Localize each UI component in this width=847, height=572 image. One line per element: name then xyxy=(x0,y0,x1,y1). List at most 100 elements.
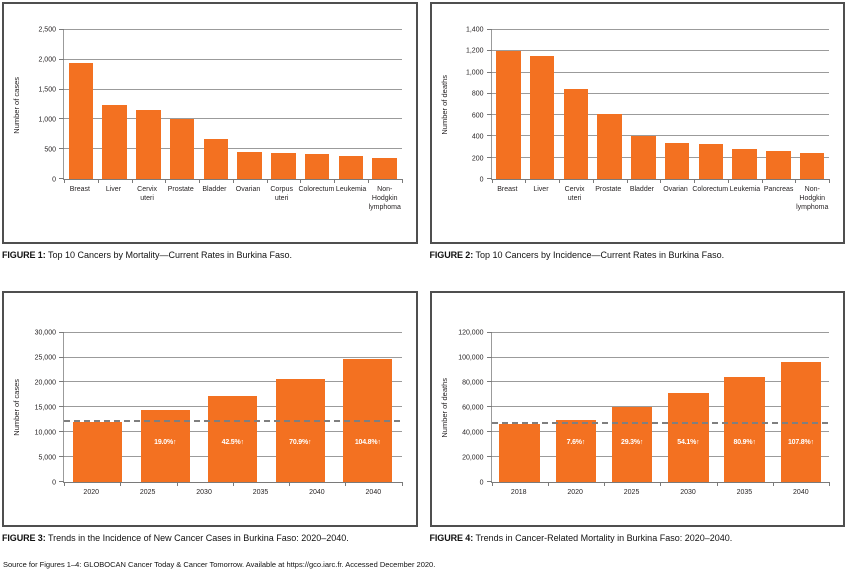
y-axis-title-wrap: Number of deaths xyxy=(438,333,451,483)
x-tick-label: Corpus uteri xyxy=(270,186,293,203)
bar xyxy=(631,136,656,179)
x-tick-label: Ovarian xyxy=(235,186,261,193)
bar-slot: 107.8%↑ xyxy=(773,333,829,482)
y-axis-tick-mark xyxy=(486,114,492,116)
y-tick-label: 2,500 xyxy=(38,26,56,34)
x-tick-label: 2030 xyxy=(196,488,212,496)
bar-slot: 19.0%↑ xyxy=(132,333,200,482)
bars xyxy=(64,30,402,179)
figure-1-panel: Number of cases 0 500 1,000 1,500 2,000 2,500 B… xyxy=(2,2,418,244)
y-tick-label: 400 xyxy=(471,133,484,141)
bar-slot: 80.9%↑ xyxy=(717,333,773,482)
y-axis-ticks: 0 200 400 600 800 1,000 1,200 1,400 xyxy=(451,26,491,184)
gridline xyxy=(491,406,829,408)
y-axis-tick-mark xyxy=(59,356,64,358)
x-tick-label: 2020 xyxy=(567,488,583,496)
gridline xyxy=(64,88,402,90)
bar-slot xyxy=(334,30,368,179)
y-axis-title-wrap: Number of cases xyxy=(10,30,23,180)
y-tick-label: 15,000 xyxy=(34,404,56,412)
bar: 107.8%↑ xyxy=(780,361,822,482)
gridline xyxy=(491,156,829,158)
figure-4: Number of deaths 0 20,000 40,000 60,000 80,00… xyxy=(429,290,845,544)
x-axis-tick-mark xyxy=(232,481,234,486)
gridline xyxy=(491,135,829,137)
gridline xyxy=(64,381,402,383)
y-axis-tick-mark xyxy=(486,480,492,482)
bar xyxy=(372,158,397,179)
x-axis-tick-mark xyxy=(289,481,290,486)
figure-caption-label: FIGURE 3: xyxy=(2,532,46,543)
y-tick-label: 1,400 xyxy=(465,26,484,34)
x-tick-label: Bladder xyxy=(629,186,654,193)
x-axis-tick-mark xyxy=(604,481,605,486)
gridline xyxy=(491,381,829,383)
baseline-dashed-line xyxy=(64,419,402,422)
figure-4-panel: Number of deaths 0 20,000 40,000 60,000 80,00… xyxy=(429,290,845,527)
y-tick-label: 2,000 xyxy=(38,56,56,64)
percent-change-label: 80.9%↑ xyxy=(733,438,756,446)
bar-slot xyxy=(267,30,301,179)
figure-2-chart: Number of deaths 0 200 400 600 800 1,000 1,200 1… xyxy=(438,26,830,212)
y-axis-ticks: 0 500 1,000 1,500 2,000 2,500 xyxy=(23,26,63,184)
gridline xyxy=(64,331,402,333)
bar xyxy=(68,62,94,179)
bar-slot xyxy=(762,30,796,179)
percent-change-label: 70.9%↑ xyxy=(289,438,312,446)
y-axis-tick-mark xyxy=(59,118,64,120)
x-axis-tick-mark xyxy=(795,179,797,183)
y-axis-tick-mark xyxy=(59,88,64,90)
bar-slot xyxy=(559,30,593,179)
y-tick-label: 25,000 xyxy=(34,354,56,362)
y-axis-tick-mark xyxy=(486,178,492,179)
bar-slot xyxy=(525,30,559,179)
x-axis-tick-mark xyxy=(592,179,594,183)
y-axis-ticks: 0 20,000 40,000 60,000 80,000 100,000 120,000 xyxy=(451,329,491,487)
bar xyxy=(102,104,127,179)
x-tick-label: Leukemia xyxy=(335,186,367,193)
x-tick-label: Prostate xyxy=(595,186,622,193)
bar-slot: 104.8%↑ xyxy=(334,333,402,482)
x-tick-label: Prostate xyxy=(167,186,194,193)
bar-slot xyxy=(98,30,132,179)
gridline xyxy=(64,356,402,358)
bars: 7.6%↑ 29.3%↑ 54.1%↑ 80.9%↑ 107.8%↑ xyxy=(492,333,830,482)
y-tick-label: 0 xyxy=(479,479,484,487)
x-tick-label: Leukemia xyxy=(729,186,761,193)
x-tick-label: Colorectum xyxy=(692,186,729,193)
x-axis-tick-mark xyxy=(694,179,695,183)
bar-slot xyxy=(64,30,98,179)
baseline-dashed-line xyxy=(491,422,829,425)
x-tick-label: Breast xyxy=(69,186,90,193)
bar xyxy=(237,152,262,179)
bar-slot xyxy=(368,30,402,179)
gridline xyxy=(491,356,829,358)
bar-slot xyxy=(492,30,526,179)
x-tick-label: Liver xyxy=(533,186,549,193)
y-axis-tick-mark xyxy=(59,58,64,60)
bar-slot: 29.3%↑ xyxy=(604,333,660,482)
bar-slot xyxy=(795,30,829,179)
figure-3-chart: Number of cases 0 5,000 10,000 15,000 20,000 2… xyxy=(10,329,403,497)
x-axis-tick-mark xyxy=(761,179,763,183)
x-axis-tick-mark xyxy=(165,179,167,183)
y-axis-tick-mark xyxy=(486,50,492,52)
y-axis-tick-mark xyxy=(486,356,492,358)
plot-area: 19.0%↑ 42.5%↑ 70.9%↑ 104.8%↑ xyxy=(59,331,403,486)
gridline xyxy=(64,29,402,30)
y-tick-label: 1,200 xyxy=(465,47,484,55)
figure-2-caption: FIGURE 2: Top 10 Cancers by Incidence—Cu… xyxy=(430,250,846,261)
x-tick-label: Ovarian xyxy=(663,186,688,193)
bar: 42.5%↑ xyxy=(208,395,258,482)
y-tick-label: 800 xyxy=(471,90,484,98)
x-axis-tick-mark xyxy=(547,481,549,486)
figure-caption-text: Trends in the Incidence of New Cancer Ca… xyxy=(47,532,349,543)
bar xyxy=(338,156,364,179)
y-tick-label: 1,000 xyxy=(38,116,56,124)
y-axis-tick-mark xyxy=(59,431,64,433)
figure-caption-text: Top 10 Cancers by Incidence—Current Rate… xyxy=(475,250,725,260)
bar-slot xyxy=(132,30,166,179)
x-axis-tick-mark xyxy=(300,179,302,183)
bar-slot xyxy=(593,30,627,179)
bar xyxy=(499,424,540,482)
